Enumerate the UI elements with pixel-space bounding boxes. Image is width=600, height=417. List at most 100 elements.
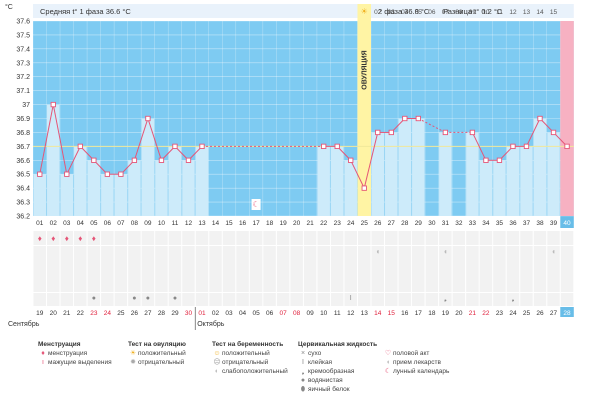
symbol-cell [222, 231, 236, 245]
symbol-cell [452, 231, 466, 245]
temperature-bar [47, 104, 60, 216]
calendar-date: 20 [50, 310, 58, 317]
symbol-cell [317, 231, 330, 245]
symbol-cell [317, 246, 330, 292]
y-tick-label: 36.6 [16, 158, 30, 165]
legend-item: ● водянистая [298, 376, 377, 385]
month-label: Октябрь [197, 320, 224, 328]
temperature-point [402, 115, 408, 122]
header-day-number: 10 [482, 9, 490, 16]
temperature-point [131, 157, 138, 163]
symbol-cell [155, 293, 168, 306]
symbol-cell [195, 246, 209, 292]
sun-icon: ☀ [129, 350, 137, 357]
temperature-point [118, 171, 124, 177]
legend-item: ☹ отрицательный [212, 358, 288, 367]
legend-item: ☀ положительный [128, 349, 186, 358]
temperature-point [564, 143, 570, 150]
temperature-point [442, 129, 449, 136]
ovulation-sun-icon: ☀ [361, 7, 368, 16]
symbol-cell [168, 246, 182, 292]
legend-group-title: Тест на овуляцию [128, 341, 186, 348]
temperature-line [66, 146, 81, 175]
temperature-line [147, 118, 162, 161]
x-axis-highlight [560, 216, 574, 228]
temperature-point [415, 115, 421, 122]
symbol-cell [114, 231, 128, 245]
symbol-cell [87, 231, 101, 245]
fluid-marker-icon: ❟ [512, 295, 515, 302]
y-tick-label: 37 [22, 102, 30, 109]
symbol-cell [493, 293, 506, 306]
x-tick-label: 20 [293, 220, 301, 227]
symbol-cell [74, 246, 87, 292]
symbol-cell [168, 231, 182, 245]
temperature-bar [547, 132, 560, 216]
symbol-cell [479, 246, 493, 292]
calendar-date: 30 [185, 310, 193, 317]
temperature-point [388, 129, 394, 136]
temperature-point [199, 143, 205, 150]
symbol-cell [466, 231, 479, 245]
legend-item-label: кремообразная [308, 368, 355, 375]
temperature-point [469, 129, 476, 136]
ovulation-band [357, 4, 371, 216]
symbol-cell [398, 293, 412, 306]
symbol-cell [128, 231, 141, 245]
symbol-cell [276, 293, 290, 306]
menstruation-icon: ♦ [65, 234, 69, 243]
legend-item: ◐ слабоположительный [212, 367, 288, 376]
gray-sun-icon: ✹ [130, 359, 136, 366]
x-tick-label: 13 [198, 220, 206, 227]
header-day-number: 12 [509, 9, 517, 16]
legend-item: ◖ прием лекарств [383, 358, 449, 367]
symbol-cell [101, 231, 114, 245]
weak-test-icon: ◐ [214, 368, 220, 375]
symbol-cell [357, 293, 371, 306]
y-tick-label: 36.9 [16, 116, 30, 123]
temperature-bar [398, 118, 412, 216]
calendar-date: 23 [496, 310, 504, 317]
temperature-bar [466, 132, 479, 216]
calendar-date: 25 [523, 310, 531, 317]
header-day-number: 06 [428, 9, 436, 16]
symbol-cell [209, 293, 222, 306]
symbol-cell [182, 246, 195, 292]
x-tick-label: 10 [158, 220, 166, 227]
x-tick-label: 19 [280, 220, 288, 227]
symbol-cell [47, 293, 60, 306]
temperature-bar [60, 174, 74, 216]
ovulation-label: ОВУЛЯЦИЯ [362, 50, 369, 89]
symbol-cell [371, 231, 385, 245]
symbol-cell [276, 246, 290, 292]
symbol-cell [547, 246, 560, 292]
heart-icon: ♡ [384, 350, 392, 357]
symbol-cell [236, 246, 249, 292]
symbol-cell [222, 246, 236, 292]
calendar-date: 28 [158, 310, 166, 317]
temperature-point [375, 129, 381, 136]
calendar-date: 18 [428, 310, 436, 317]
month-label: Сентябрь [8, 320, 40, 328]
x-tick-label: 29 [415, 220, 423, 227]
temperature-bar [168, 146, 182, 216]
symbol-cell [385, 231, 398, 245]
calendar-date: 14 [374, 310, 382, 317]
temperature-point [145, 115, 151, 122]
legend-group: Тест на овуляцию ☀ положительный ✹ отрицател… [128, 340, 186, 367]
fluid-marker-icon: ● [132, 295, 136, 302]
symbol-cell [141, 246, 155, 292]
creamy-icon: ❟ [301, 368, 305, 375]
legend-item: ☺ положительный [212, 349, 288, 358]
y-tick-label: 36.8 [16, 130, 30, 137]
legend-group: Менструация ♦ менструация ı мажущие выделени… [38, 340, 112, 367]
symbol-cell [303, 293, 317, 306]
symbol-cell [209, 231, 222, 245]
y-tick-label: 37.6 [16, 19, 30, 26]
symbol-cell [290, 246, 303, 292]
symbol-cell [168, 293, 182, 306]
x-tick-label: 14 [212, 220, 220, 227]
symbol-cell [182, 293, 195, 306]
phase2-summary: 2 фаза 36.8 °C [378, 7, 430, 16]
legend-group: Тест на беременность ☺ положительный ☹ отриц… [212, 340, 288, 376]
